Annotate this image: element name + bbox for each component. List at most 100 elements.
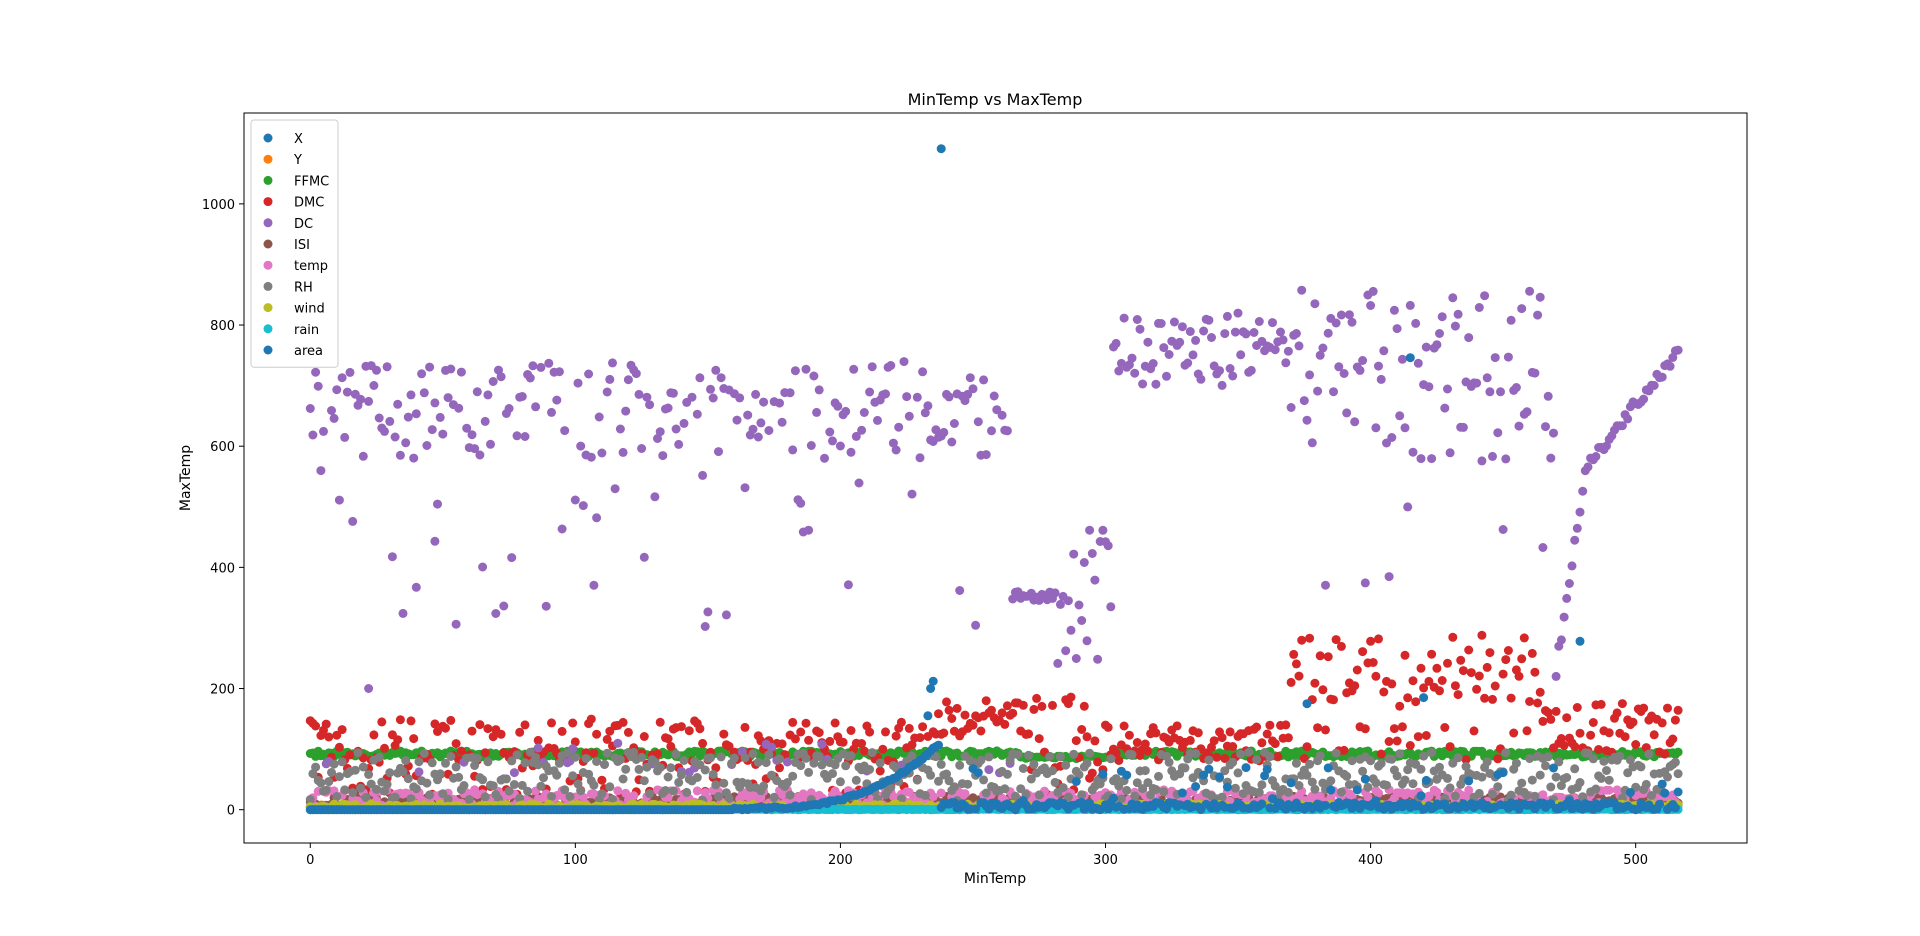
point-dmc bbox=[1493, 754, 1503, 764]
point-dmc bbox=[1066, 692, 1076, 702]
point-dc bbox=[1474, 303, 1484, 312]
point-dc bbox=[782, 757, 792, 767]
point-dc bbox=[480, 416, 490, 426]
point-dc bbox=[1572, 523, 1582, 533]
point-dmc bbox=[838, 737, 848, 747]
point-rh bbox=[464, 795, 474, 804]
point-rh bbox=[642, 762, 652, 772]
point-dc bbox=[979, 375, 989, 385]
point-dmc bbox=[1490, 681, 1500, 691]
point-dc bbox=[1525, 286, 1535, 296]
point-dc bbox=[1217, 380, 1227, 390]
point-dmc bbox=[1252, 722, 1262, 732]
point-dmc bbox=[1395, 701, 1405, 711]
point-dc bbox=[610, 484, 620, 494]
point-dmc bbox=[719, 729, 729, 739]
point-rh bbox=[706, 753, 715, 763]
point-dc bbox=[470, 444, 480, 454]
point-dmc bbox=[1225, 727, 1235, 737]
point-rh bbox=[682, 787, 692, 797]
point-dc bbox=[552, 395, 562, 405]
point-rh bbox=[841, 761, 851, 771]
point-dc bbox=[1488, 451, 1497, 461]
point-dc bbox=[597, 448, 607, 458]
point-rh bbox=[1543, 752, 1553, 762]
point-rh bbox=[963, 779, 973, 789]
point-dc bbox=[430, 398, 440, 408]
point-temp bbox=[904, 787, 914, 797]
point-dc bbox=[425, 362, 435, 372]
point-dmc bbox=[1424, 676, 1434, 686]
point-dc bbox=[1342, 408, 1352, 418]
point-dc bbox=[586, 452, 596, 462]
point-dmc bbox=[915, 733, 925, 743]
point-dmc bbox=[483, 724, 493, 734]
point-rh bbox=[711, 780, 721, 790]
point-rh bbox=[621, 764, 631, 774]
point-dmc bbox=[533, 735, 543, 745]
point-dc bbox=[785, 388, 795, 398]
point-dc bbox=[1379, 346, 1389, 356]
point-dc bbox=[313, 381, 323, 391]
point-dc bbox=[528, 361, 538, 371]
point-dc bbox=[721, 610, 731, 620]
point-dmc bbox=[430, 719, 440, 729]
point-dmc bbox=[775, 763, 784, 773]
point-dc bbox=[706, 384, 715, 394]
point-dc bbox=[1583, 462, 1593, 472]
point-dmc bbox=[918, 722, 928, 732]
point-dc bbox=[385, 416, 395, 426]
point-dmc bbox=[1114, 756, 1124, 765]
point-dc bbox=[547, 407, 556, 417]
point-rh bbox=[565, 792, 575, 801]
point-rh bbox=[1570, 764, 1580, 774]
point-dmc bbox=[1670, 715, 1680, 725]
point-dc bbox=[557, 524, 567, 534]
point-dc bbox=[841, 406, 851, 416]
point-dmc bbox=[480, 748, 490, 758]
point-rh bbox=[1575, 778, 1585, 787]
point-rh bbox=[1326, 776, 1336, 786]
point-rh bbox=[645, 789, 655, 799]
point-rh bbox=[451, 762, 461, 772]
point-dmc bbox=[1281, 720, 1291, 730]
point-dmc bbox=[684, 726, 694, 736]
point-dc bbox=[1416, 454, 1426, 464]
point-dmc bbox=[1302, 742, 1312, 752]
point-dmc bbox=[1535, 687, 1545, 697]
point-dc bbox=[1233, 308, 1243, 318]
point-rh bbox=[650, 757, 660, 767]
point-dmc bbox=[1466, 668, 1476, 678]
point-dmc bbox=[1464, 645, 1474, 655]
point-rh bbox=[1416, 764, 1426, 774]
point-dmc bbox=[1143, 746, 1153, 756]
point-dc bbox=[478, 562, 488, 572]
point-dc bbox=[1291, 329, 1301, 338]
point-dmc bbox=[698, 738, 708, 748]
point-rh bbox=[700, 765, 710, 775]
point-rh bbox=[1408, 779, 1418, 789]
point-rh bbox=[634, 764, 644, 774]
point-rh bbox=[1602, 766, 1611, 775]
point-rh bbox=[1164, 757, 1174, 767]
point-rh bbox=[1026, 774, 1036, 784]
point-dmc bbox=[1421, 731, 1431, 740]
point-dmc bbox=[1323, 652, 1333, 662]
point-rh bbox=[714, 792, 723, 801]
point-dc bbox=[639, 552, 649, 562]
point-rh bbox=[1315, 751, 1325, 761]
point-dc bbox=[1435, 329, 1444, 338]
point-dmc bbox=[976, 726, 986, 736]
point-dmc bbox=[1024, 729, 1034, 739]
point-dmc bbox=[1379, 687, 1389, 697]
point-dc bbox=[1220, 329, 1230, 339]
point-dc bbox=[1050, 588, 1060, 598]
point-dc bbox=[517, 392, 527, 401]
point-dc bbox=[965, 373, 975, 383]
point-dc bbox=[507, 553, 517, 563]
point-rh bbox=[501, 774, 511, 784]
point-dc bbox=[949, 419, 959, 428]
point-dc bbox=[1503, 352, 1513, 362]
point-dc bbox=[456, 367, 466, 377]
point-rh bbox=[926, 770, 936, 780]
